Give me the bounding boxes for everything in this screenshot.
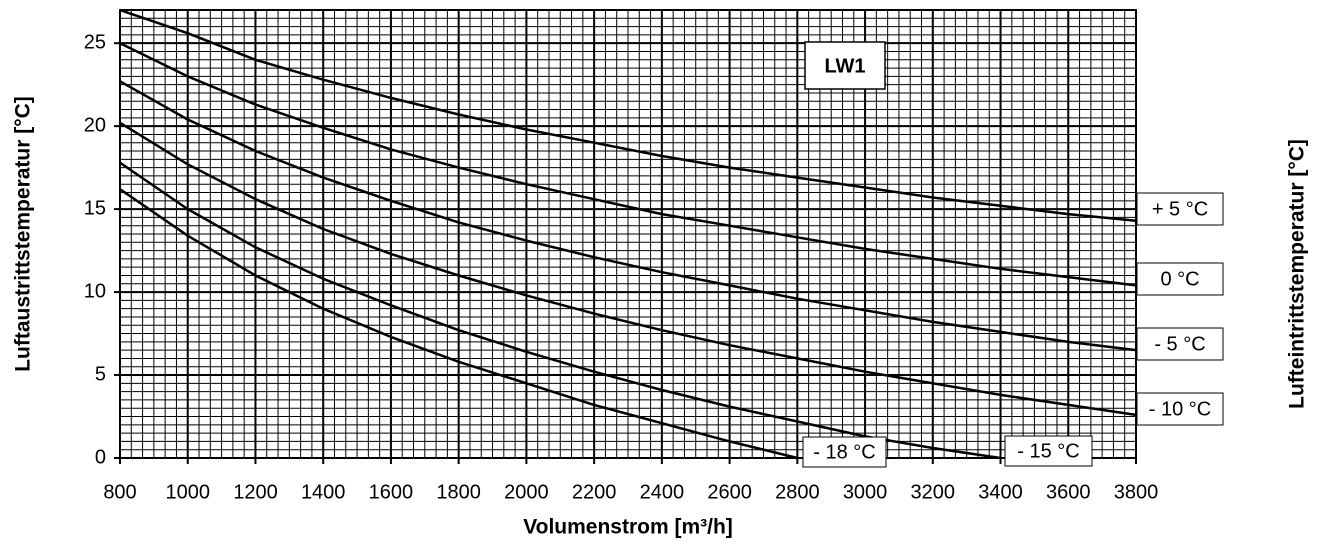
x-tick-label: 3800 [1114,481,1159,503]
line-series [119,8,1137,222]
series-label-box [802,436,887,468]
x-tick-label: 3400 [978,481,1023,503]
annotation: LW1 [824,55,865,77]
series-label-box [1136,262,1224,296]
annotation-box [804,41,886,90]
line-series [119,42,1137,287]
series-label: - 5 °C [1154,333,1205,355]
x-tick-label: 2800 [775,481,820,503]
series-label-box [1136,192,1224,226]
labels: 800 1000 1200 1400 1600 1800 2000 2200 2400 2600 2… [84,31,1224,503]
x-tick-label: 2000 [504,481,549,503]
line-series [119,161,1001,460]
grid [114,9,1137,464]
x-axis-label: Volumenstrom [m³/h] [523,516,733,539]
series-label: - 18 °C [813,441,875,463]
x-tick-label: 2400 [640,481,685,503]
y-tick-label: 5 [95,363,106,385]
series-label-box [1004,435,1093,467]
y2-axis-label: Lufteintrittstemperatur [°C] [1286,139,1309,409]
line-series [119,188,798,460]
series-label: 0 °C [1160,268,1199,290]
series-label-box [1136,392,1224,426]
line-series [119,80,1137,352]
x-tick-label: 1200 [233,481,278,503]
x-tick-label: 1400 [301,481,346,503]
series-label: - 10 °C [1149,398,1211,420]
x-tick-label: 1000 [165,481,210,503]
series-label: + 5 °C [1152,198,1208,220]
y-axis-label: Luftaustrittstemperatur [°C] [12,96,35,372]
x-tick-label: 2600 [707,481,752,503]
plot-frame [119,9,1137,459]
line-series [119,121,1137,417]
x-tick-label: 3000 [843,481,888,503]
x-tick-label: 3200 [911,481,956,503]
x-tick-label: 1800 [436,481,481,503]
y-tick-label: 0 [95,446,106,468]
y-tick-label: 25 [84,31,106,53]
y-tick-label: 20 [84,114,106,136]
x-tick-label: 1600 [369,481,414,503]
lines [119,8,1137,460]
series-label: - 15 °C [1017,440,1079,462]
x-tick-label: 2200 [572,481,617,503]
x-tick-label: 3600 [1046,481,1091,503]
x-tick-label: 800 [103,481,136,503]
series-label-box [1136,327,1224,361]
y-tick-label: 15 [84,197,106,219]
y-tick-label: 10 [84,280,106,302]
